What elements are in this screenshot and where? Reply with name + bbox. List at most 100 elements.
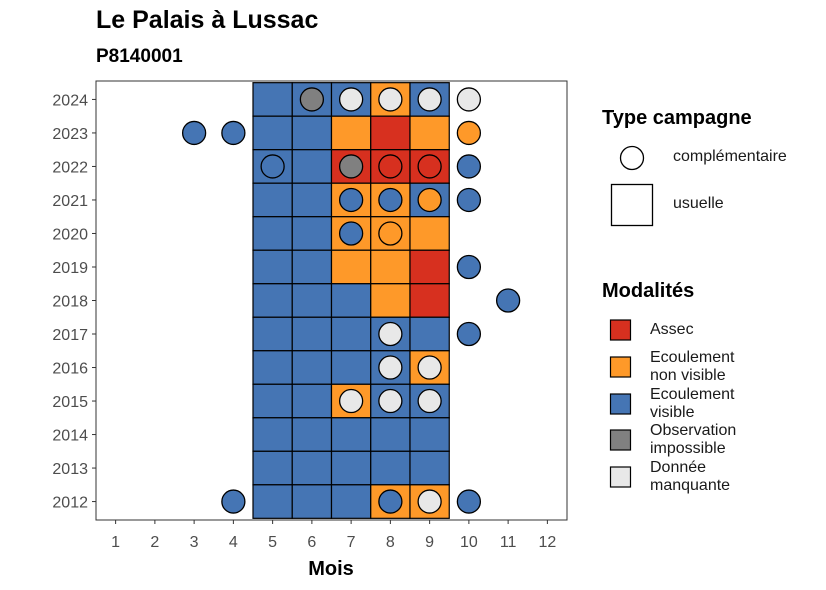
x-axis: 1 2 3 4 5 6 7 8 9 10 11 12 [111,520,556,551]
legend-key-assec [609,319,632,341]
complementaire-points [181,87,521,514]
tile-2020-9 [409,216,450,251]
y-tick-label: 2016 [52,361,88,378]
chart-title: Le Palais à Lussac [96,6,319,34]
x-tick-label: 3 [190,534,199,551]
point-2015-9 [417,388,442,414]
y-tick-label: 2013 [52,461,88,478]
point-2022-10 [456,154,482,179]
tile-2018-6 [291,283,333,318]
point-2021-10 [456,187,482,213]
tile-2021-6 [291,182,333,218]
legend-key-observation_impossible [609,429,632,451]
tile-2019-9 [409,249,450,285]
legend-type-title: Type campagne [602,107,752,129]
tile-2017-9 [409,316,450,352]
y-tick-label: 2023 [52,126,88,143]
tile-2022-6 [291,149,333,184]
x-tick-label: 5 [268,534,277,551]
point-2015-7 [338,388,364,414]
legend-label-usuelle: usuelle [673,195,724,212]
tile-2016-7 [330,350,372,385]
point-2015-8 [378,388,403,414]
point-2022-8 [378,154,403,179]
tile-2024-5 [252,82,293,117]
tile-2014-9 [409,417,450,452]
tile-2018-8 [370,283,411,318]
y-tick-label: 2018 [52,294,88,311]
y-tick-label: 2012 [52,495,88,512]
point-2022-5 [260,154,285,179]
point-2020-7 [338,221,364,246]
point-2012-10 [456,489,482,514]
x-tick-label: 2 [150,534,159,551]
tile-2014-8 [370,417,411,452]
point-2024-7 [338,87,364,112]
legend-label-complementaire: complémentaire [673,148,787,165]
tile-2016-6 [291,350,333,385]
x-tick-label: 9 [425,534,434,551]
legend-key-ecoulement_non_visible [609,356,632,378]
x-tick-label: 10 [460,534,478,551]
legend-label-ecoulement_non_visible: Ecoulement non visible [650,349,735,384]
point-2023-3 [181,120,207,146]
tile-2018-9 [409,283,450,318]
point-2024-8 [378,87,403,112]
tile-2019-8 [370,249,411,285]
legend-key-ecoulement_visible [609,393,632,415]
tile-2017-7 [330,316,372,352]
x-tick-label: 12 [538,534,556,551]
x-tick-label: 11 [500,534,517,551]
y-tick-label: 2017 [52,327,88,344]
tile-2017-5 [252,316,293,352]
y-tick-label: 2021 [52,193,88,210]
x-tick-label: 6 [307,534,316,551]
tile-2012-6 [291,484,333,519]
tile-2014-5 [252,417,293,452]
point-2017-10 [456,321,482,347]
point-2017-8 [378,321,403,347]
tile-2013-9 [409,450,450,486]
tile-2019-5 [252,249,293,285]
point-2024-10 [456,87,482,112]
tile-2021-5 [252,182,293,218]
y-tick-label: 2015 [52,394,88,411]
point-2022-7 [338,154,364,179]
point-2023-10 [456,120,482,146]
tile-2015-6 [291,383,333,419]
y-axis: 2012 2013 2014 2015 2016 2017 2018 2019 2020 2021… [52,92,96,512]
point-2021-9 [417,187,442,213]
legend-type-campagne [610,145,654,227]
legend-label-ecoulement_visible: Ecoulement visible [650,386,735,421]
tile-2012-7 [330,484,372,519]
point-2024-9 [417,87,442,112]
point-2020-8 [378,221,403,246]
tile-2020-5 [252,216,293,251]
chart-subtitle: P8140001 [96,46,183,67]
y-tick-label: 2022 [52,159,88,176]
legend-label-observation_impossible: Observation impossible [650,422,737,457]
point-2012-4 [221,489,246,514]
legend-key-usuelle [610,183,654,227]
point-2023-4 [221,120,246,146]
x-tick-label: 1 [111,534,120,551]
y-tick-label: 2020 [52,226,88,243]
usuelle-tiles [252,82,450,519]
tile-2023-7 [330,115,372,151]
x-tick-label: 8 [386,534,395,551]
x-tick-label: 7 [347,534,356,551]
point-2022-9 [417,154,442,179]
tile-2015-5 [252,383,293,419]
tile-2020-6 [291,216,333,251]
point-2016-9 [417,355,442,380]
legend-modalites-title: Modalités [602,280,695,302]
y-tick-label: 2019 [52,260,88,277]
tile-2018-5 [252,283,293,318]
tile-2014-7 [330,417,372,452]
x-tick-label: 4 [229,534,238,551]
legend-key-donnee_manquante [609,466,632,488]
tile-2023-9 [409,115,450,151]
point-2012-8 [378,489,403,514]
tile-2013-8 [370,450,411,486]
